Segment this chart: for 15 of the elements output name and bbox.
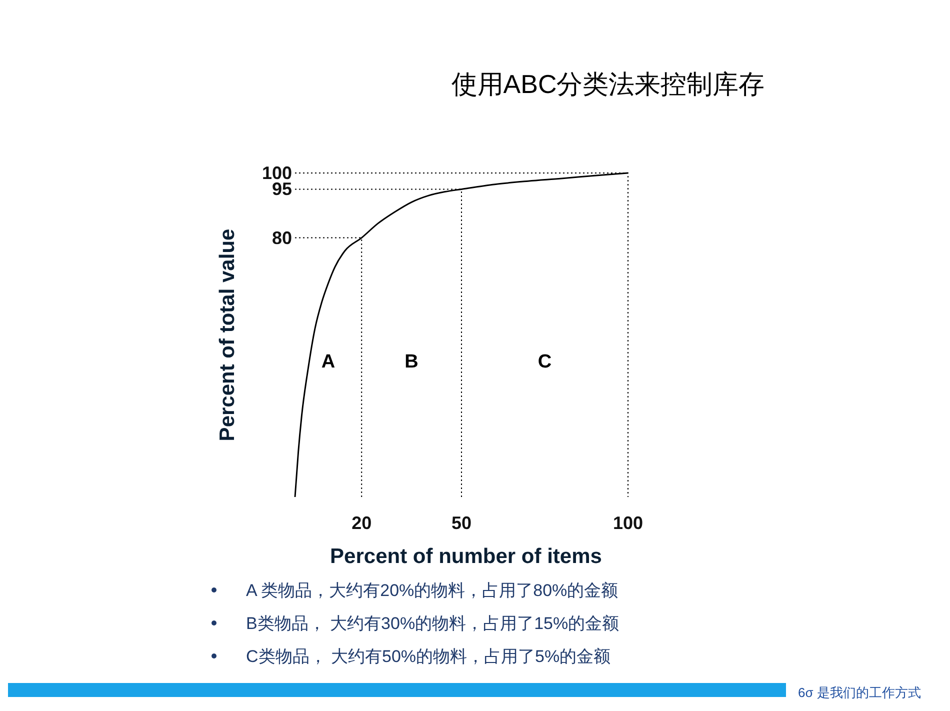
text: 6σ 是我们的工作方式	[798, 685, 921, 700]
chart-title: 使用ABC分类法来控制库存	[451, 69, 765, 99]
annotation: C	[538, 351, 552, 372]
x-axis-title: Percent of number of items	[330, 545, 602, 568]
x-tick-label: 100	[612, 513, 644, 533]
text: A 类物品，大约有20%的物料，占用了80%的金额	[246, 581, 618, 600]
y-axis-title: Percent of total value	[216, 228, 239, 442]
y-tick-label: 80	[272, 228, 292, 248]
text: B类物品， 大约有30%的物料，占用了15%的金额	[246, 614, 620, 633]
annotation: B	[404, 351, 418, 372]
annotation: A	[321, 351, 336, 372]
x-tick-label: 50	[451, 513, 472, 533]
x-tick-label: 20	[352, 513, 372, 533]
line-series	[294, 172, 629, 498]
text: C类物品， 大约有50%的物料，占用了5%的金额	[246, 647, 611, 666]
